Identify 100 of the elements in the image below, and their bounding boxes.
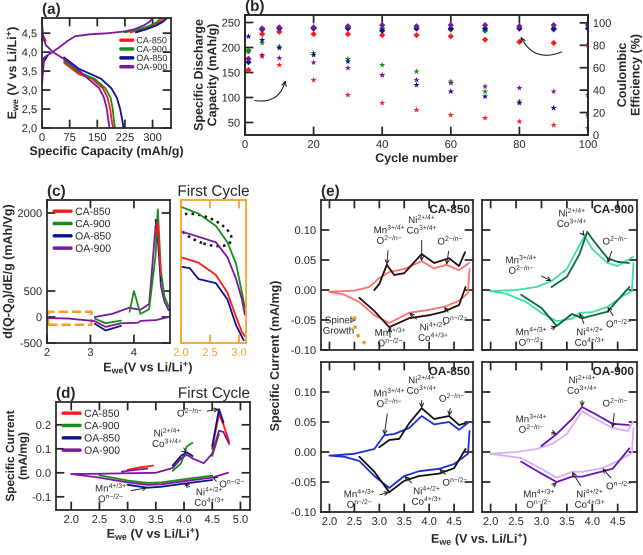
chart-subtitle: OA-850	[429, 366, 470, 376]
annotation: Mn$^{4+/3+}$ O$^{n−/2−}$	[96, 483, 126, 502]
annotation: O$^{n−/2−}$	[220, 478, 244, 488]
x-tick-label: 5.0	[233, 515, 248, 524]
y-tick-label: 0.0	[36, 469, 51, 477]
y-tick-label: 0.10	[294, 226, 316, 234]
y-tick-label: 4,0	[22, 48, 37, 58]
chart-title: (d)	[56, 386, 75, 402]
annotation: O$^{2−/n−}$	[177, 408, 202, 417]
x-tick-label: 2.0	[174, 348, 188, 356]
chart-title: (e)	[322, 184, 339, 200]
annotation: Ni$^{2+/4+}$ Co$^{3+/4+}$	[557, 208, 586, 228]
chart-subtitle: OA-900	[593, 366, 634, 376]
y-tick-label: -0.10	[291, 346, 316, 354]
x-tick-label: 2.5	[508, 517, 524, 526]
y-axis-title: E$_{we}$ (V vs Li/Li$^{+}$)	[6, 27, 19, 119]
chart-subtitle: First Cycle	[179, 386, 250, 402]
x-axis-title: Cycle number	[376, 152, 458, 165]
legend-label: OA-900	[136, 64, 168, 70]
y-tick-label: 3,0	[22, 86, 37, 96]
annotation: Mn$^{3+/4+}$ O$^{2−/n−}$	[516, 414, 546, 433]
annotation: Ni$^{4+/2+}$ Co$^{4+/3+}$	[412, 486, 442, 505]
x-tick-label: 3.0	[120, 515, 135, 524]
chart-title: First Cycle	[178, 184, 249, 200]
annotation: Mn$^{4+/3+}$ O$^{n−/2−}$	[344, 488, 374, 508]
x-tick-label: 4.0	[584, 517, 600, 526]
annotation: O$^{2−/n−}$	[438, 236, 462, 245]
y-tick-label: 0.10	[294, 388, 316, 396]
y2-axis-title: Coulombic Efficiency (%)	[616, 34, 642, 116]
legend-label: OA-900	[76, 244, 111, 252]
y-axis-title: Specific Current (mA/mg)	[5, 410, 30, 502]
annotation: Mn$^{4+/3+}$ O$^{n−/2−}$	[524, 488, 554, 508]
x-axis-title: Specific Capacity (mAh/g)	[30, 146, 183, 158]
y-tick-label: 100	[222, 94, 240, 102]
y-tick-label: -0.05	[291, 478, 316, 486]
annotation: Spinel Growth	[323, 316, 354, 334]
y2-tick-label: 40	[593, 86, 605, 94]
y-tick-label: 200	[222, 44, 240, 52]
chart-title: (c)	[48, 184, 65, 200]
annotation: Ni$^{2+/4+}$ Co$^{3+/4+}$	[567, 374, 597, 394]
y-axis-title: d(Q-Q$_{0}$)/dE/g (mAh/Vg)	[2, 204, 14, 338]
x-tick-label: 3.5	[148, 515, 164, 524]
x-tick-label: 100	[580, 140, 597, 148]
annotation: O$^{n−/2−}$	[606, 480, 631, 490]
y-tick-label: 0.05	[294, 256, 316, 264]
x-tick-label: 60	[445, 140, 457, 148]
annotation: O$^{2−/n−}$	[602, 398, 628, 407]
x-tick-label: 4	[131, 348, 137, 356]
y-tick-label: 4,5	[22, 30, 37, 39]
x-tick-label: 0	[242, 140, 248, 148]
x-tick-label: 4.5	[204, 515, 220, 524]
x-tick-label: 3.5	[560, 517, 574, 526]
x-tick-label: 75	[64, 133, 76, 142]
y-tick-label: 2,5	[22, 105, 37, 114]
annotation: Ni$^{4+/2+}$ Co$^{4+/3+}$	[575, 488, 604, 508]
y-tick-label: 0.05	[294, 418, 316, 426]
legend-label: CA-850	[76, 208, 110, 215]
annotation: O$^{n−/2−}$	[606, 318, 631, 328]
y-tick-label: 250	[222, 18, 240, 27]
y-axis-title: Specific Current (mA/mg)	[270, 281, 282, 431]
x-tick-label: 3.5	[396, 517, 412, 526]
x-tick-label: 3.0	[232, 348, 246, 356]
y-tick-label: -0.10	[291, 508, 316, 516]
legend-label: CA-900	[136, 46, 167, 52]
chart-subtitle: CA-900	[594, 204, 634, 214]
legend-label: OA-900	[84, 446, 120, 454]
annotation: Ni$^{4+/2+}$ Co$^{4+/3+}$	[575, 326, 604, 346]
x-tick-label: 225	[116, 133, 134, 142]
y-tick-label: 50	[228, 118, 240, 127]
x-tick-label: 2	[44, 348, 50, 356]
y-tick-label: 0.1	[36, 445, 51, 453]
y-tick-label: 2000	[18, 209, 42, 218]
x-tick-label: 150	[88, 133, 106, 142]
x-tick-label: 2.0	[483, 517, 498, 526]
y-tick-label: 0.2	[36, 421, 51, 429]
annotation: Ni$^{4+/2+}$ Co$^{4+/3+}$	[194, 486, 224, 506]
x-tick-label: 300	[144, 133, 162, 142]
y-tick-label: 0	[36, 313, 42, 322]
annotation: O$^{2−/n−}$	[602, 236, 628, 245]
annotation: O$^{n−/2−}$	[442, 315, 468, 324]
x-axis-title: E$_{we}$ (V vs. Li/Li$^{+}$)	[432, 533, 526, 546]
y-tick-label: 2,0	[22, 124, 37, 134]
x-tick-label: 80	[514, 140, 526, 148]
x-tick-label: 3.0	[372, 517, 387, 526]
legend-label: OA-850	[84, 434, 120, 442]
x-tick-label: 2.5	[92, 515, 107, 524]
annotation: Mn$^{4+/3+}$ O$^{n−/2−}$	[516, 326, 546, 346]
chart-title: (b)	[246, 0, 264, 14]
legend-label: OA-850	[76, 232, 111, 240]
annotation: O$^{n−/2−}$	[442, 477, 468, 486]
x-tick-label: 4.0	[422, 517, 436, 526]
x-tick-label: 3.0	[534, 517, 549, 526]
x-tick-label: 4.5	[446, 517, 462, 526]
chart-subtitle: CA-850	[430, 204, 470, 214]
x-tick-label: 2.5	[202, 348, 218, 356]
y-tick-label: 500	[24, 287, 42, 296]
y-axis-title: Specific Discharge Capacity (mAh/g)	[194, 19, 219, 131]
x-tick-label: 40	[376, 140, 388, 148]
annotation: Mn$^{3+/4+}$ O$^{2−/n−}$	[374, 224, 404, 244]
legend-label: CA-850	[84, 410, 120, 417]
